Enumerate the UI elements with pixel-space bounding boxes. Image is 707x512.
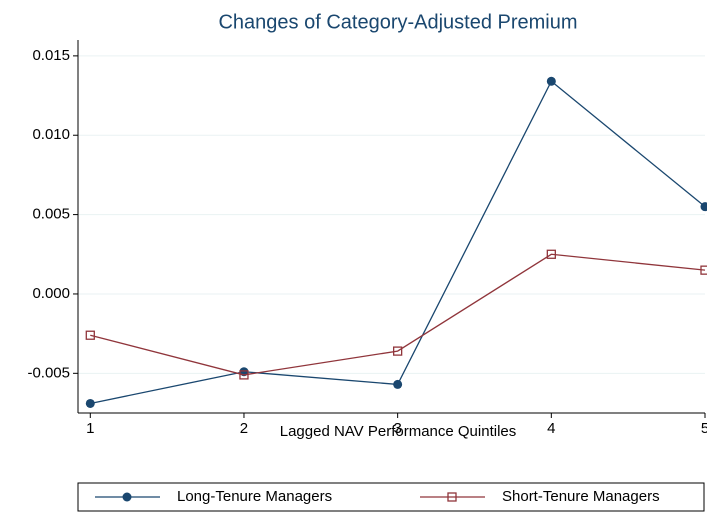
x-tick-label: 5: [701, 420, 707, 437]
data-point: [700, 265, 707, 275]
y-tick-label: -0.005: [27, 364, 70, 381]
legend-marker: [447, 492, 457, 502]
y-tick-label: 0.010: [32, 126, 70, 143]
data-point: [239, 370, 249, 380]
legend-label: Long-Tenure Managers: [177, 488, 332, 505]
data-point: [85, 398, 95, 408]
data-point: [393, 379, 403, 389]
x-tick-label: 1: [86, 420, 94, 437]
data-point: [392, 346, 403, 356]
chart-title: Changes of Category-Adjusted Premium: [218, 11, 577, 33]
y-tick-label: 0.005: [32, 206, 70, 223]
x-tick-label: 4: [547, 420, 555, 437]
data-point: [700, 202, 707, 212]
data-point: [85, 330, 95, 340]
y-tick-label: 0.000: [32, 285, 70, 302]
legend-box: [77, 482, 705, 512]
legend-label: Short-Tenure Managers: [502, 488, 660, 505]
legend-marker: [122, 492, 132, 502]
series-line: [90, 253, 706, 376]
x-tick-label: 2: [240, 420, 248, 437]
y-tick-label: 0.015: [32, 47, 70, 64]
x-tick-label: 3: [393, 420, 401, 437]
x-axis-label: Lagged NAV Performance Quintiles: [280, 423, 517, 440]
data-point: [546, 76, 556, 86]
data-point: [546, 249, 556, 259]
